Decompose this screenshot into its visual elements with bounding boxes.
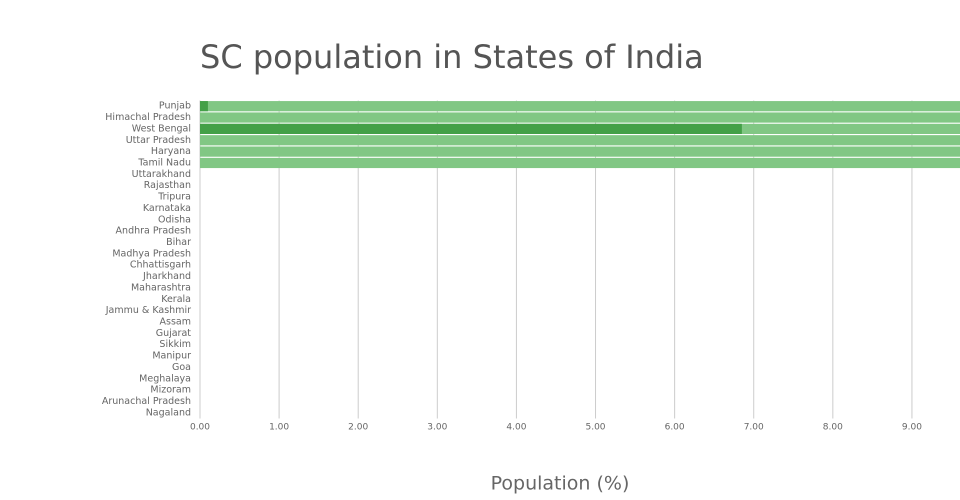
x-tick-label: 1.00 [269,423,289,433]
y-tick-label: Sikkim [159,339,191,350]
x-tick-label: 4.00 [506,423,526,433]
y-tick-label: Tripura [157,192,191,203]
y-tick-label: Gujarat [156,328,192,339]
y-tick-label: Uttarakhand [132,169,191,180]
y-tick-label: Tamil Nadu [137,157,191,168]
y-tick-label: Manipur [152,351,191,362]
x-tick-label: 3.00 [427,423,447,433]
y-tick-label: Mizoram [150,385,191,396]
y-tick-label: Haryana [151,146,191,157]
bar [200,135,960,146]
x-tick-label: 8.00 [823,423,843,433]
bar [200,101,208,112]
y-tick-label: Uttar Pradesh [126,135,191,146]
x-tick-label: 6.00 [665,423,685,433]
x-tick-label: 2.00 [348,423,368,433]
y-tick-label: Karnataka [143,203,191,214]
bar [200,112,960,123]
y-tick-label: Bihar [166,237,191,248]
y-tick-label: Assam [160,316,191,327]
y-tick-label: Himachal Pradesh [105,112,191,123]
bar [200,123,742,135]
y-tick-label: Jammu & Kashmir [105,305,191,316]
y-tick-label: Punjab [159,101,191,112]
x-tick-label: 7.00 [744,423,764,433]
y-tick-label: Odisha [158,214,191,225]
bar [200,146,960,157]
y-tick-label: Goa [172,362,191,373]
x-tick-label: 9.00 [902,423,922,433]
y-tick-label: Nagaland [146,407,191,418]
y-tick-label: Meghalaya [139,373,191,384]
y-tick-label: Rajasthan [144,180,191,191]
y-tick-label: Maharashtra [131,282,191,293]
y-tick-label: Chhattisgarh [130,260,191,271]
x-tick-label: 5.00 [585,423,605,433]
y-tick-label: West Bengal [132,123,191,134]
x-axis-label: Population (%) [491,473,630,495]
bar [200,157,960,169]
y-tick-label: Kerala [161,294,191,305]
y-tick-label: Andhra Pradesh [116,226,191,237]
chart-title: SC population in States of India [200,38,704,76]
bar [200,101,960,112]
x-tick-label: 0.00 [190,423,210,433]
y-tick-label: Arunachal Pradesh [102,396,191,407]
y-tick-label: Jharkhand [142,271,191,282]
y-tick-label: Madhya Pradesh [112,248,191,259]
